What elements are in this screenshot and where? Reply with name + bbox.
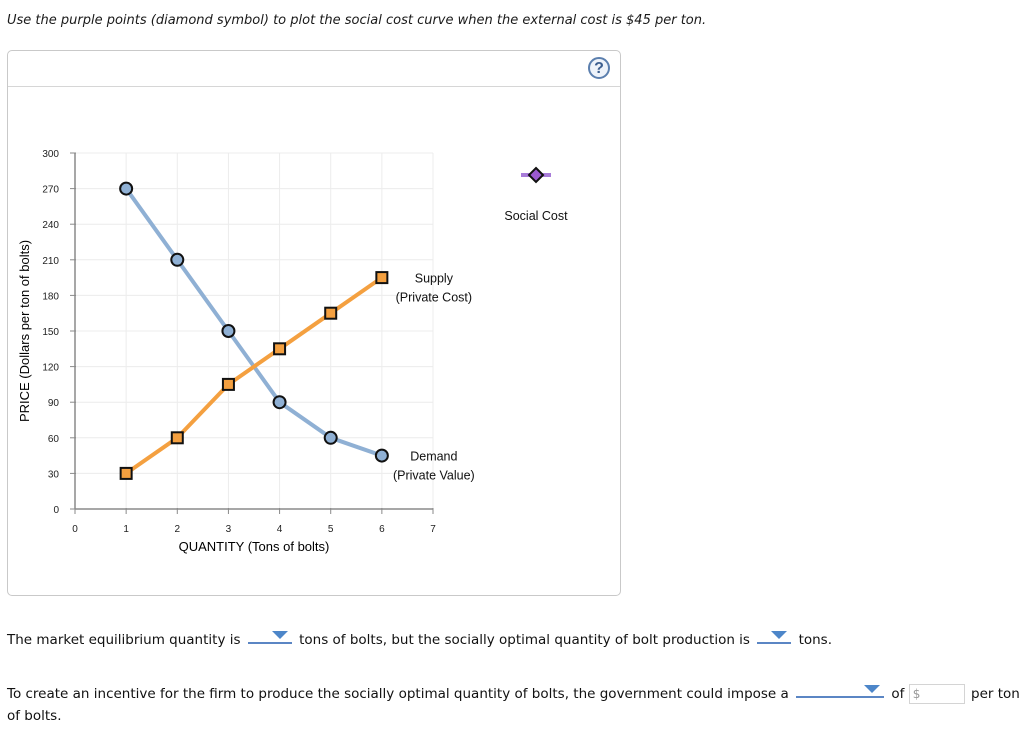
supply-point[interactable] [119, 466, 133, 480]
social-cost-tool[interactable]: Social Cost [504, 166, 568, 223]
demand-point[interactable] [272, 395, 287, 410]
demand-point[interactable] [374, 448, 389, 463]
q2-text-2: of [891, 686, 905, 702]
demand-label: (Private Value) [393, 469, 475, 483]
y-tick-label: 60 [48, 434, 60, 445]
grid [75, 152, 434, 509]
demand-point[interactable] [119, 181, 134, 196]
y-tick-label: 90 [48, 398, 60, 409]
y-axis-label: PRICE (Dollars per ton of bolts) [17, 240, 32, 422]
panel-header: ? [8, 51, 620, 87]
series: Demand (Private Value) Supply (Private Cost… [119, 181, 475, 483]
demand-point[interactable] [170, 252, 185, 267]
y-tick-label: 120 [42, 363, 59, 374]
y-tick-label: 300 [42, 149, 59, 160]
axes: 0 30 60 90 120 150 180 210 240 270 300 0 1 2 3 4 5 6 7 [42, 149, 436, 535]
demand-point[interactable] [221, 324, 236, 338]
market-equilibrium-quantity-dropdown[interactable] [247, 628, 292, 644]
demand-label: Demand [410, 450, 457, 464]
demand-point[interactable] [323, 430, 338, 445]
y-tick-label: 0 [53, 505, 59, 516]
x-tick-label: 3 [226, 524, 232, 535]
x-tick-label: 0 [72, 524, 78, 535]
social-cost-label: Social Cost [504, 209, 568, 223]
x-tick-label: 5 [328, 524, 334, 535]
dropdown-arrow-icon [864, 685, 881, 693]
question-2-continued: of bolts. [7, 708, 62, 724]
tool-palette: Social Cost [504, 166, 568, 223]
q2-text-1: To create an incentive for the firm to p… [7, 686, 789, 702]
q2-text-4: of bolts. [7, 708, 62, 724]
y-tick-label: 30 [48, 469, 60, 480]
supply-point[interactable] [375, 271, 389, 285]
supply-point[interactable] [221, 377, 235, 391]
help-icon: ? [594, 60, 604, 77]
socially-optimal-quantity-dropdown[interactable] [757, 628, 792, 644]
tax-amount-input[interactable]: $ [908, 684, 965, 704]
dropdown-arrow-icon [271, 631, 288, 639]
q2-text-3: per ton [971, 686, 1020, 702]
q1-text-3: tons. [798, 632, 832, 648]
supply-label: Supply [415, 272, 454, 286]
instruction-text: Use the purple points (diamond symbol) t… [7, 13, 707, 28]
chart[interactable]: 0 30 60 90 120 150 180 210 240 270 300 0 1 2 3 4 5 6 7 Dem… [0, 0, 1024, 610]
q1-text-2: tons of bolts, but the socially optimal … [299, 632, 750, 648]
supply-line[interactable] [125, 275, 383, 476]
diamond-icon[interactable] [527, 166, 545, 184]
x-tick-label: 7 [430, 524, 436, 535]
demand-line[interactable] [124, 187, 383, 458]
x-axis-label: QUANTITY (Tons of bolts) [179, 539, 330, 554]
q1-text-1: The market equilibrium quantity is [7, 632, 241, 648]
supply-curve[interactable]: Supply (Private Cost) [119, 271, 472, 480]
y-tick-label: 150 [42, 327, 59, 338]
y-tick-label: 180 [42, 291, 59, 302]
question-2: To create an incentive for the firm to p… [7, 682, 1024, 704]
supply-point[interactable] [170, 431, 184, 445]
question-1: The market equilibrium quantity is tons … [7, 628, 832, 648]
y-tick-label: 270 [42, 185, 59, 196]
supply-point[interactable] [273, 342, 287, 356]
supply-point[interactable] [324, 306, 338, 320]
x-tick-label: 4 [277, 524, 283, 535]
dropdown-arrow-icon [771, 631, 788, 639]
y-tick-label: 210 [42, 256, 59, 267]
x-tick-label: 2 [175, 524, 181, 535]
y-tick-label: 240 [42, 220, 59, 231]
supply-label: (Private Cost) [396, 291, 472, 305]
x-tick-label: 1 [123, 524, 129, 535]
help-button[interactable]: ? [588, 57, 610, 79]
policy-type-dropdown[interactable] [796, 682, 885, 698]
x-tick-label: 6 [379, 524, 385, 535]
